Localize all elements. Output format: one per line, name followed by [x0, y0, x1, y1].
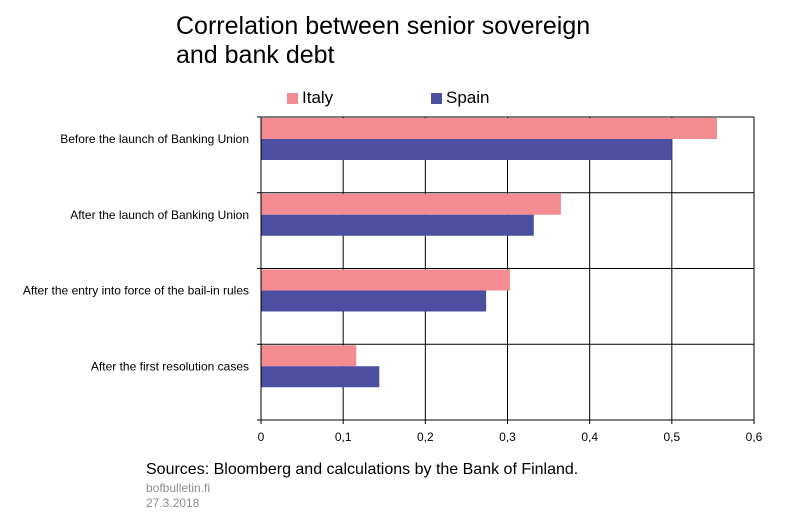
sources-note: Sources: Bloomberg and calculations by t… [146, 461, 579, 478]
bar-italy [261, 269, 510, 291]
category-label: After the launch of Banking Union [70, 208, 249, 222]
legend-label-italy: Italy [302, 88, 334, 107]
bar-italy [261, 193, 561, 215]
bar-spain [261, 366, 380, 388]
legend-label-spain: Spain [446, 88, 490, 107]
category-label: After the first resolution cases [91, 359, 249, 373]
bar-spain [261, 290, 487, 312]
legend-swatch-italy [287, 92, 298, 104]
chart-title: Correlation between senior sovereign and… [176, 12, 696, 70]
bar-italy [261, 118, 718, 139]
publish-date: 27.3.2018 [146, 496, 200, 510]
legend-swatch-spain [431, 92, 442, 104]
chart-legend: Italy Spain [0, 88, 801, 110]
x-tick-label: 0,4 [581, 430, 598, 444]
x-tick-label: 0,1 [335, 430, 352, 444]
chart-title-line-2: and bank debt [176, 41, 335, 69]
labels: Before the launch of Banking Union After … [23, 132, 763, 444]
bar-spain [261, 214, 534, 236]
x-tick-label: 0 [258, 430, 265, 444]
site-url: bofbulletin.fi [146, 481, 211, 495]
legend-item-spain: Spain [431, 88, 489, 108]
category-label: After the entry into force of the bail-i… [23, 284, 249, 298]
x-tick-label: 0,6 [746, 430, 763, 444]
bar-spain [261, 139, 672, 160]
chart-title-line-1: Correlation between senior sovereign [176, 12, 591, 40]
x-tick-label: 0,2 [417, 430, 434, 444]
bar-italy [261, 345, 357, 367]
axes [257, 116, 755, 424]
legend-item-italy: Italy [287, 88, 333, 108]
x-tick-label: 0,5 [663, 430, 680, 444]
category-label: Before the launch of Banking Union [60, 132, 249, 146]
bars [261, 118, 718, 388]
x-tick-label: 0,3 [499, 430, 516, 444]
